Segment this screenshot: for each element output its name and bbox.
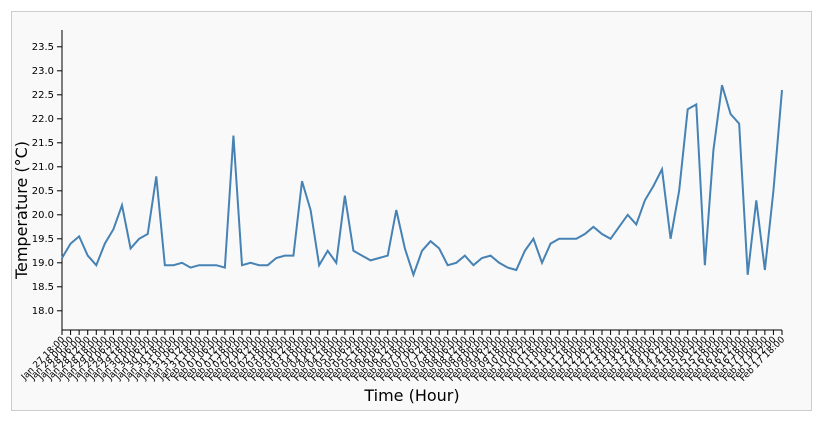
chart-frame	[11, 11, 812, 411]
y-tick-label: 22.0	[32, 114, 54, 125]
y-tick-label: 20.5	[32, 186, 54, 197]
y-tick-label: 19.5	[32, 234, 54, 245]
y-tick-label: 21.0	[32, 162, 54, 173]
y-tick-label: 22.5	[32, 90, 54, 101]
y-tick-label: 19.0	[32, 258, 54, 269]
y-tick-label: 18.5	[32, 282, 54, 293]
y-tick-label: 18.0	[32, 306, 54, 317]
y-axis-title: Temperature (°C)	[12, 141, 31, 280]
data-line	[61, 84, 783, 278]
y-tick-label: 20.0	[32, 210, 54, 221]
x-axis-title: Time (Hour)	[363, 386, 459, 405]
y-tick-label: 21.5	[32, 138, 54, 149]
y-tick-label: 23.0	[32, 66, 54, 77]
y-tick-label: 23.5	[32, 42, 54, 53]
